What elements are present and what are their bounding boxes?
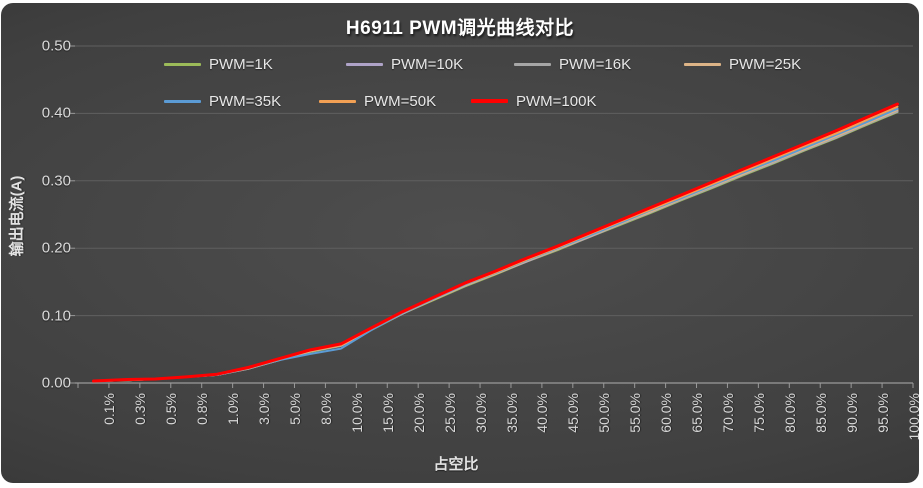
x-tick-label: 40.0% <box>534 393 551 433</box>
series-line-pwm-10k <box>92 110 899 382</box>
y-tick-label: 0.50 <box>41 37 71 55</box>
x-tick-label: 70.0% <box>719 393 736 433</box>
x-tick-label: 3.0% <box>256 393 273 425</box>
x-tick-label: 25.0% <box>441 393 458 433</box>
x-tick-label: 8.0% <box>317 393 334 425</box>
y-tick-label: 0.20 <box>41 239 71 257</box>
legend-item-pwm-25k: PWM=25K <box>684 55 801 73</box>
series-line-pwm-25k <box>92 109 899 382</box>
y-axis-title: 输出电流(A) <box>8 175 26 257</box>
x-tick-label: 0.8% <box>194 393 211 425</box>
legend-label: PWM=1K <box>209 55 273 73</box>
series-line-pwm-50k <box>92 105 899 382</box>
legend-label: PWM=50K <box>364 92 437 110</box>
x-tick-label: 65.0% <box>689 393 706 433</box>
x-tick-label: 80.0% <box>781 393 798 433</box>
y-tick-label: 0.10 <box>41 307 71 325</box>
y-tick-label: 0.00 <box>41 374 71 392</box>
series-line-pwm-1k <box>92 111 899 382</box>
x-tick-label: 55.0% <box>627 393 644 433</box>
x-tick-label: 50.0% <box>596 393 613 433</box>
x-tick-label: 0.5% <box>163 393 180 425</box>
x-axis-title: 占空比 <box>433 456 479 473</box>
x-tick-label: 5.0% <box>287 393 304 425</box>
legend-item-pwm-50k: PWM=50K <box>319 92 436 110</box>
y-axis <box>70 45 75 384</box>
x-tick-label: 60.0% <box>658 393 675 433</box>
legend-line-swatch <box>164 99 201 103</box>
x-tick-label: 15.0% <box>379 393 396 433</box>
plot-area <box>70 45 914 388</box>
legend-item-pwm-1k: PWM=1K <box>164 55 273 73</box>
legend-label: PWM=100K <box>516 92 597 110</box>
x-tick-label: 35.0% <box>503 393 520 433</box>
x-axis <box>75 382 914 388</box>
legend-line-swatch <box>684 62 721 66</box>
series-line-pwm-35k <box>92 107 899 382</box>
legend-label: PWM=10K <box>391 55 464 73</box>
legend-line-swatch <box>346 62 383 66</box>
x-tick-label: 90.0% <box>843 393 860 433</box>
legend-line-swatch <box>514 62 551 66</box>
legend-line-swatch <box>164 62 201 66</box>
x-tick-label: 85.0% <box>812 393 829 433</box>
x-tick-label: 0.1% <box>101 393 118 425</box>
x-tick-label: 100.0% <box>905 393 919 441</box>
legend-item-pwm-35k: PWM=35K <box>164 92 281 110</box>
legend-label: PWM=35K <box>209 92 282 110</box>
chart-surface: H6911 PWM调光曲线对比 PWM=1K PWM=10K PWM=16K PWM=… <box>1 3 919 483</box>
series-line-pwm-16k <box>92 109 899 382</box>
legend-item-pwm-16k: PWM=16K <box>514 55 631 73</box>
x-tick-label: 30.0% <box>472 393 489 433</box>
x-tick-label: 0.3% <box>132 393 149 425</box>
x-tick-label: 45.0% <box>565 393 582 433</box>
y-tick-label: 0.30 <box>41 172 71 190</box>
legend-item-pwm-10k: PWM=10K <box>346 55 463 73</box>
legend-label: PWM=16K <box>559 55 632 73</box>
y-tick-label: 0.40 <box>41 104 71 122</box>
legend-item-pwm-100k: PWM=100K <box>471 92 596 110</box>
series-lines <box>92 102 899 383</box>
x-tick-label: 95.0% <box>874 393 891 433</box>
legend-line-swatch <box>471 99 508 103</box>
series-line-pwm-100k <box>92 102 899 383</box>
x-tick-label: 1.0% <box>225 393 242 425</box>
gridlines <box>75 45 913 317</box>
x-tick-label: 75.0% <box>750 393 767 433</box>
legend-label: PWM=25K <box>729 55 802 73</box>
x-tick-label: 10.0% <box>348 393 365 433</box>
chart-title: H6911 PWM调光曲线对比 <box>345 18 575 39</box>
legend-line-swatch <box>319 99 356 103</box>
x-tick-label: 20.0% <box>410 393 427 433</box>
